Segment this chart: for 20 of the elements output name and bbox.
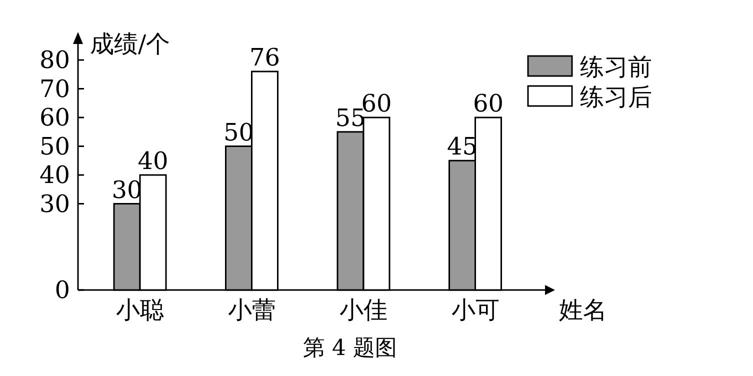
data-label: 60: [472, 90, 504, 118]
x-tick-label: 小聪: [116, 296, 164, 324]
y-tick-label: 0: [54, 276, 70, 304]
text: 第 4 题图: [303, 336, 397, 361]
x-tick-label: 小佳: [340, 296, 388, 324]
data-label: 40: [138, 147, 168, 175]
y-tick-label: 60: [39, 104, 70, 132]
y-tick-label: 30: [39, 190, 70, 218]
y-tick-label: 80: [39, 46, 70, 74]
data-label: 76: [249, 44, 280, 72]
y-tick-label: 70: [39, 74, 70, 103]
legend-label: 练习前: [580, 53, 652, 81]
y-tick-label: 40: [39, 161, 70, 189]
legend-label: 练习后: [580, 83, 652, 111]
x-tick-label: 小可: [451, 296, 500, 324]
y-axis-title: 成绩/个: [90, 30, 170, 58]
y-tick-label: 50: [39, 132, 70, 160]
data-label: 45: [446, 132, 478, 161]
x-axis-title: 姓名: [559, 296, 607, 324]
x-tick-label: 小蕾: [228, 296, 276, 324]
